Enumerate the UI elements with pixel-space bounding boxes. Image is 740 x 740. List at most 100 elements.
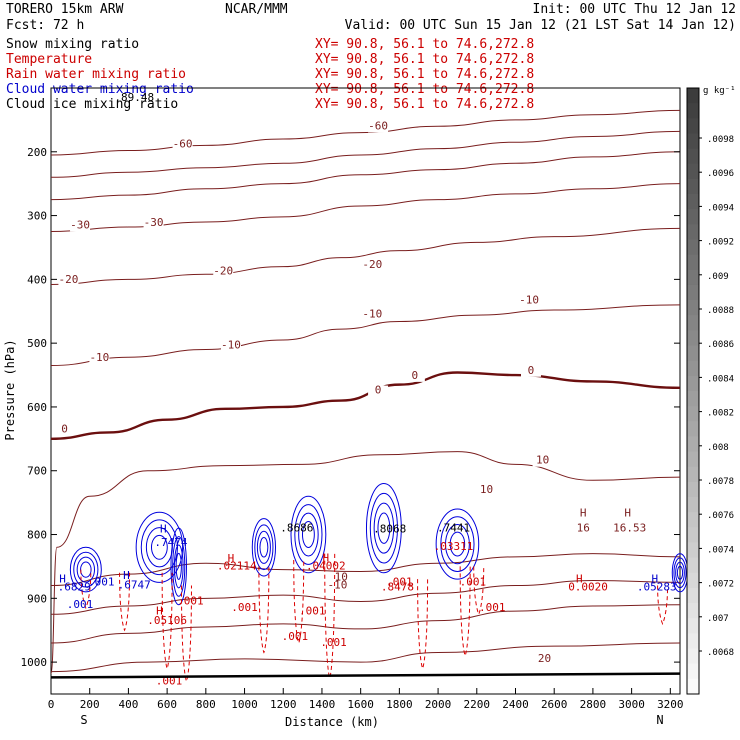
cloud-water-contour-5-3 <box>377 512 391 544</box>
annotation-20: 0.0020 <box>568 581 608 594</box>
y-tick-label-1: 300 <box>27 210 47 223</box>
colorbar-band-5 <box>687 163 699 180</box>
colorbar-label-4: .009 <box>707 272 729 282</box>
rain-water-contour-5 <box>293 560 305 645</box>
contour-label-bg-7-1 <box>331 572 352 584</box>
temperature-contour-7 <box>50 451 681 675</box>
y-axis-label: Pressure (hPa) <box>3 339 17 440</box>
cloud-water-contour-7-2 <box>675 561 685 585</box>
cloud-water-contour-3-1 <box>254 524 274 571</box>
rain-water-contour-6 <box>324 553 336 680</box>
y-tick-label-7: 900 <box>27 592 47 605</box>
plot-area: -60 -60 -30 -30 -20 -20 -20 -10 -10 -10 -10 0 0 0 0 10 1… <box>50 91 689 687</box>
cloud-water-contour-2-1 <box>172 536 186 597</box>
contour-label-bg-6-3 <box>520 365 541 377</box>
colorbar-band-25 <box>687 466 699 483</box>
annotation-31: .001 <box>460 576 487 589</box>
annotation-13: .7441 <box>437 521 470 534</box>
annotation-9: H <box>323 551 330 564</box>
colorbar-label-0: .0098 <box>707 135 734 145</box>
cloud-water-contour-7-1 <box>673 557 687 589</box>
cloud-water-contour-6-3 <box>449 531 466 557</box>
cloud-water-contour-1-1 <box>140 519 178 576</box>
cloud-water-contour-7-3 <box>676 565 684 580</box>
center-name: NCAR/MMM <box>225 2 288 17</box>
cloud-water-contour-6-0 <box>435 508 480 580</box>
x-tick-label-11: 2200 <box>464 698 491 711</box>
field-name-1: Temperature <box>6 52 92 67</box>
contour-label-bg-7-0 <box>532 455 553 467</box>
contour-label-bg-4-0 <box>58 275 79 287</box>
annotation-6: H <box>228 552 235 565</box>
colorbar: g kg⁻¹ .0098 .0096 .0094 .0092 .009 .0088 .0086… <box>686 86 736 695</box>
annotation-15: H <box>580 507 587 520</box>
cloud-water-contour-3-0 <box>251 518 277 577</box>
contour-label-4-0: -20 <box>58 273 78 286</box>
contour-label-11-0: 20 <box>538 652 551 665</box>
x-tick-label-15: 3000 <box>618 698 645 711</box>
rain-water-contour-2 <box>161 572 173 670</box>
annotation-30: .001 <box>386 576 413 589</box>
annotation-34: .001 <box>67 598 94 611</box>
contour-label-4-2: -20 <box>362 258 382 271</box>
colorbar-band-20 <box>687 391 699 407</box>
cloud-water-contour-5-1 <box>369 492 398 564</box>
cloud-water-contour-4-3 <box>301 521 315 549</box>
x-tick-label-3: 600 <box>157 698 177 711</box>
annotation-2: H <box>123 569 130 582</box>
contour-label-bg-6-2 <box>404 370 425 382</box>
rain-water-contour-0 <box>80 569 92 610</box>
colorbar-band-36 <box>687 633 699 650</box>
colorbar-label-12: .0074 <box>707 545 734 555</box>
annotation-17: H <box>624 507 631 520</box>
x-tick-label-5: 1000 <box>231 698 258 711</box>
annotation-4: H <box>160 523 167 536</box>
colorbar-unit: g kg⁻¹ <box>703 86 736 96</box>
contour-label-bg-5-3 <box>519 295 540 307</box>
cloud-water-contour-3-3 <box>259 537 269 558</box>
cloud-water-contour-5-0 <box>365 482 402 574</box>
cloud-water-contour-3-2 <box>256 530 271 564</box>
cloud-water-contour-4-1 <box>294 504 323 565</box>
cloud-water-contour-2-0 <box>170 527 187 606</box>
colorbar-label-14: .007 <box>707 614 729 624</box>
colorbar-band-15 <box>687 315 699 331</box>
annotation-23: -10 <box>327 579 347 592</box>
temperature-contour-6 <box>50 371 681 441</box>
x-tick-label-14: 2800 <box>580 698 607 711</box>
cloud-water-contour-4-0 <box>290 495 327 574</box>
y-tick-label-3: 500 <box>27 337 47 350</box>
colorbar-band-16 <box>687 330 699 347</box>
annotation-27: .001 <box>299 604 326 617</box>
colorbar-band-37 <box>687 648 699 665</box>
colorbar-band-4 <box>687 148 699 165</box>
colorbar-band-38 <box>687 663 699 680</box>
annotation-10: .04002 <box>306 560 346 573</box>
cloud-water-contour-4-2 <box>298 512 319 557</box>
y-tick-label-8: 1000 <box>21 656 48 669</box>
contour-label-0-1: -60 <box>368 119 388 132</box>
contour-label-7-1: 10 <box>335 570 348 583</box>
contour-label-bg-4-1 <box>213 266 234 278</box>
colorbar-band-21 <box>687 406 699 422</box>
contour-label-3-0: -30 <box>70 218 90 231</box>
contour-label-bg-3-1 <box>143 217 164 229</box>
x-tick-label-2: 400 <box>118 698 138 711</box>
x-tick-label-6: 1200 <box>270 698 297 711</box>
colorbar-band-7 <box>687 194 699 210</box>
field-xy-1: XY= 90.8, 56.1 to 74.6,272.8 <box>315 52 534 67</box>
colorbar-band-30 <box>687 542 699 559</box>
contour-label-6-1: 0 <box>375 384 382 397</box>
contour-label-bg-6-0 <box>54 424 75 436</box>
contour-label-bg-4-2 <box>362 259 383 271</box>
annotation-0: H <box>59 572 66 585</box>
colorbar-label-2: .0094 <box>707 203 734 213</box>
temperature-contour-9 <box>50 579 681 615</box>
field-name-3: Cloud water mixing ratio <box>6 82 194 97</box>
contour-label-5-0: -10 <box>89 351 109 364</box>
colorbar-band-0 <box>687 88 699 104</box>
colorbar-label-13: .0072 <box>707 580 734 590</box>
colorbar-band-24 <box>687 451 699 468</box>
field-name-2: Rain water mixing ratio <box>6 67 186 82</box>
x-tick-label-4: 800 <box>196 698 216 711</box>
